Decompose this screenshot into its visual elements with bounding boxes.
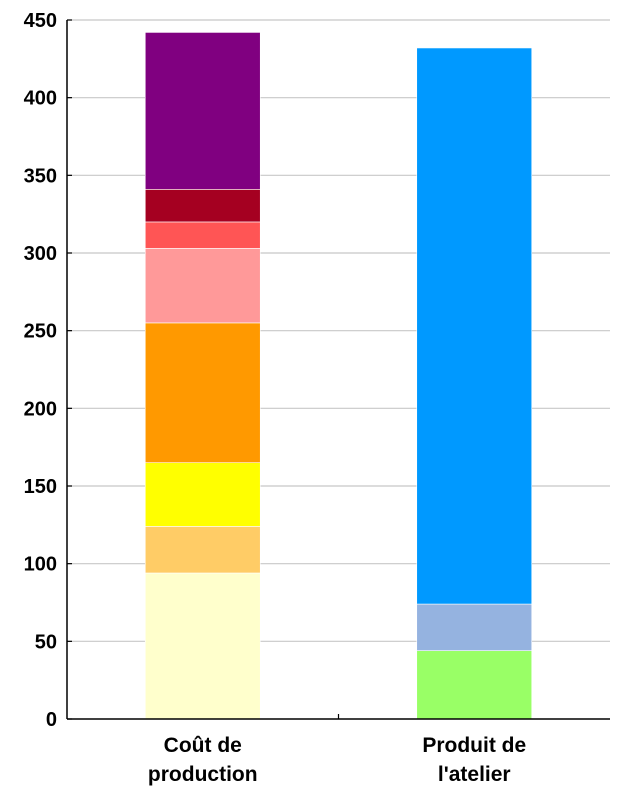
- y-tick-label: 250: [24, 321, 57, 343]
- x-category-label: Produit de: [422, 734, 526, 757]
- bar-segment: [144, 248, 261, 324]
- y-tick-label: 0: [46, 709, 57, 731]
- bar-segment: [416, 47, 533, 605]
- tick-labels: 0 50 100 150 200 250 300 350 400 450 Coût de produc…: [24, 10, 527, 786]
- y-tick-label: 300: [24, 243, 57, 265]
- bar-segment: [416, 603, 533, 651]
- y-tick-label: 400: [24, 88, 57, 110]
- y-tick-label: 350: [24, 165, 57, 187]
- bar-stacks: [144, 32, 533, 720]
- y-tick-label: 200: [24, 398, 57, 420]
- bar-segment: [144, 572, 261, 720]
- bar-segment: [144, 221, 261, 249]
- bar-segment: [144, 32, 261, 190]
- bar-segment: [144, 189, 261, 223]
- y-tick-label: 150: [24, 476, 57, 498]
- y-tick-label: 50: [35, 631, 57, 653]
- bar-segment: [416, 650, 533, 720]
- y-tick-label: 450: [24, 10, 57, 32]
- x-category-label: l'atelier: [438, 763, 511, 786]
- y-tick-label: 100: [24, 554, 57, 576]
- x-category-label: production: [148, 763, 258, 786]
- bar-segment: [144, 526, 261, 574]
- x-category-label: Coût de: [164, 734, 242, 757]
- bar-segment: [144, 322, 261, 463]
- bar-segment: [144, 462, 261, 527]
- axes: [66, 19, 610, 720]
